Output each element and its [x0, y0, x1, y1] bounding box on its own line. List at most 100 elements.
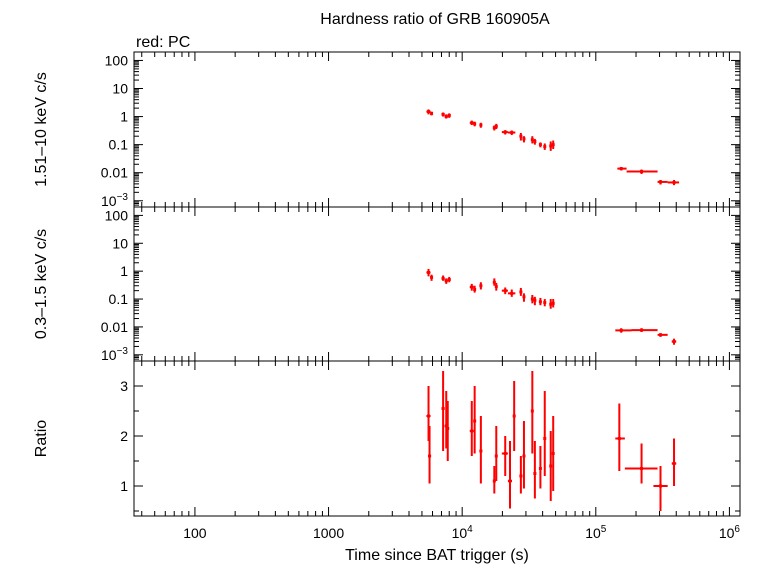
- chart-subtitle: red: PC: [136, 34, 190, 51]
- point-marker: [672, 340, 676, 344]
- point-marker: [473, 122, 477, 126]
- data-point: [530, 294, 534, 304]
- y-tick-label: 100: [105, 207, 129, 223]
- data-point: [444, 114, 448, 119]
- panel-2: 10−3 0.01 0.1 1 10 100 0.3–1.5 keV c/s: [33, 206, 741, 363]
- y-tick-label: 1: [120, 263, 128, 279]
- data-point: [522, 293, 526, 302]
- point-marker: [427, 414, 431, 418]
- point-marker: [444, 424, 448, 428]
- data-point: [551, 140, 555, 149]
- y-tick-label: 100: [105, 52, 129, 68]
- point-marker: [549, 464, 553, 468]
- data-point: [507, 130, 516, 136]
- point-marker: [503, 130, 507, 134]
- point-marker: [533, 472, 537, 475]
- data-point: [469, 120, 474, 126]
- data-point: [494, 426, 498, 481]
- point-marker: [543, 145, 547, 149]
- panel-frame: [133, 206, 741, 362]
- point-marker: [427, 270, 431, 274]
- data-point: [479, 416, 483, 484]
- data-point: [494, 123, 498, 130]
- y-tick-label: 10: [112, 235, 128, 251]
- data-point: [512, 381, 516, 451]
- point-marker: [441, 407, 445, 410]
- point-marker: [494, 124, 498, 128]
- point-marker: [494, 454, 498, 458]
- x-tick-label: 104: [452, 524, 474, 541]
- x-tick-label: 106: [719, 524, 741, 541]
- data-point: [671, 438, 677, 486]
- data-point: [444, 278, 448, 284]
- point-marker: [519, 290, 523, 294]
- point-marker: [538, 300, 542, 304]
- data-point: [522, 136, 526, 143]
- data-point: [551, 416, 555, 491]
- point-marker: [519, 134, 523, 138]
- panel-frame: [133, 360, 741, 517]
- point-marker: [551, 301, 555, 305]
- point-marker: [551, 143, 555, 147]
- data-point: [430, 274, 434, 281]
- data-point: [501, 436, 508, 476]
- y-tick-label: 10: [112, 81, 128, 97]
- point-marker: [522, 137, 526, 141]
- point-marker: [512, 414, 516, 418]
- point-marker: [446, 427, 450, 430]
- data-point: [530, 371, 534, 454]
- point-marker: [619, 167, 623, 171]
- point-marker: [510, 291, 514, 295]
- data-point: [479, 122, 483, 128]
- data-point: [469, 401, 474, 456]
- point-marker: [473, 287, 477, 291]
- point-marker: [503, 289, 507, 293]
- point-marker: [659, 180, 663, 184]
- point-marker: [538, 143, 542, 147]
- chart-title: Hardness ratio of GRB 160905A: [320, 11, 550, 28]
- y-tick-label: 10−3: [101, 192, 128, 209]
- plot-area: 10−3 0.01 0.1 1 10 100 1.51–10 keV c/s 10−3 0.01…: [33, 51, 741, 541]
- data-point: [473, 285, 477, 293]
- point-marker: [640, 467, 644, 470]
- point-marker: [503, 452, 507, 455]
- point-marker: [430, 111, 434, 115]
- data-point: [441, 112, 445, 117]
- data-point: [446, 401, 450, 461]
- point-marker: [530, 409, 534, 413]
- data-point: [657, 333, 668, 337]
- x-axis-label: Time since BAT trigger (s): [345, 547, 529, 564]
- point-marker: [428, 454, 432, 458]
- point-marker: [530, 297, 534, 301]
- y-tick-label: 2: [120, 428, 128, 444]
- point-marker: [522, 295, 526, 299]
- data-point: [533, 296, 537, 306]
- point-marker: [538, 467, 542, 470]
- point-marker: [444, 279, 448, 283]
- data-point: [522, 421, 526, 489]
- y-tick-label: 0.1: [109, 291, 129, 307]
- point-marker: [543, 437, 547, 440]
- data-point: [492, 278, 496, 286]
- data-point: [543, 143, 547, 150]
- data-point: [473, 121, 477, 127]
- point-marker: [640, 328, 644, 332]
- data-point: [626, 169, 658, 174]
- point-marker: [519, 474, 523, 478]
- point-marker: [533, 298, 537, 302]
- point-marker: [549, 302, 553, 306]
- point-marker: [522, 454, 526, 458]
- point-marker: [492, 126, 496, 130]
- data-point: [441, 371, 445, 451]
- x-tick-label: 100: [183, 525, 207, 541]
- y-tick-label: 3: [120, 378, 128, 394]
- data-point: [657, 179, 668, 185]
- data-point: [519, 456, 523, 494]
- data-point: [479, 282, 483, 290]
- point-marker: [617, 437, 621, 440]
- data-point: [507, 289, 516, 297]
- data-point: [615, 403, 625, 471]
- point-marker: [441, 112, 445, 116]
- data-point: [426, 386, 431, 441]
